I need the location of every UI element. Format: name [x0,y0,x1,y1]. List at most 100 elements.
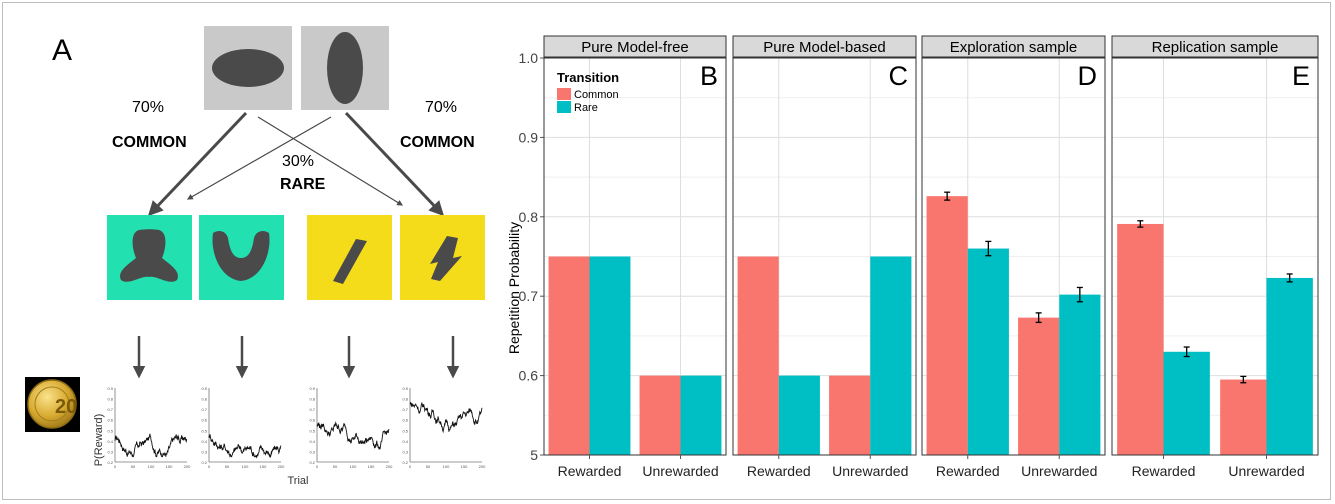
mini-x-tick: 200 [278,464,285,469]
y-axis-label: Repetition Probability [506,222,522,354]
common-arrow-left [147,111,248,217]
diamond-shape-icon [333,239,367,284]
panel-letter: B [700,61,718,91]
coin-ring [34,386,70,422]
x-tick-label: Unrewarded [1021,463,1097,479]
mini-y-tick: 0.7 [201,407,207,412]
u-shape-icon [212,230,270,281]
mini-y-tick: 0.7 [402,407,408,412]
y-tick-label: 1.0 [519,50,539,66]
bar-rare [1059,294,1101,455]
mini-x-tick: 50 [426,464,431,469]
facet-strip-label: Pure Model-free [581,39,689,56]
reward-random-walk-plots: 0.90.80.70.60.50.40.30.20 50 100 150 2000.90… [107,386,486,469]
legend-title: Transition [557,70,619,85]
mini-x-tick: 50 [225,464,230,469]
mini-y-tick: 0.3 [201,449,207,454]
mini-x-tick: 200 [386,464,393,469]
y-tick-label: 5 [530,447,538,463]
mini-x-tick: 150 [368,464,375,469]
mini-y-tick: 0.6 [107,418,113,423]
bar-rare [589,256,631,455]
x-tick-label: Unrewarded [832,463,908,479]
legend-swatch-common [557,88,571,100]
common-arrow-right [344,111,445,217]
mini-y-tick: 0.6 [309,418,315,423]
common-right-label: COMMON [400,134,475,151]
pct-left: 70% [132,99,164,116]
mini-y-tick: 0.4 [201,439,207,444]
mini-y-tick: 0.9 [201,386,207,391]
mini-y-tick: 0.6 [402,418,408,423]
mini-y-tick: 0.4 [402,439,408,444]
mini-x-tick: 150 [260,464,267,469]
facet-strip [543,35,727,58]
mini-x-tick: 200 [184,464,191,469]
mini-y-tick: 0.6 [201,418,207,423]
rare-label: RARE [280,176,326,193]
mini-x-tick: 100 [242,464,249,469]
panel-border [921,57,1106,456]
bar-chart: Repetition Probability 1.00.90.80.70.65 … [506,35,1319,479]
bar-common [548,256,590,455]
mini-y-tick: 0.9 [309,386,315,391]
mini-y-tick: 0.5 [402,428,408,433]
vertical-ellipse-icon [327,32,363,104]
mini-y-tick: 0.2 [402,460,408,465]
reward-walk-line [114,433,188,458]
bar-rare [1163,351,1210,455]
mini-y-tick: 0.8 [107,397,113,402]
x-tick-label: Rewarded [558,463,622,479]
rare-arrow-left [186,116,332,200]
bar-rare [778,375,820,455]
pct-right: 70% [425,99,457,116]
mini-y-tick: 0.7 [107,407,113,412]
lightning-shape-icon [430,236,462,281]
legend-label-common: Common [574,89,619,101]
legend: Transition Common Rare [557,70,619,114]
facet-strip [1111,35,1319,58]
mini-y-tick: 0.7 [309,407,315,412]
bar-rare [870,256,912,455]
x-tick-label: Rewarded [1132,463,1196,479]
panel-letter: D [1078,61,1098,91]
mini-y-tick: 0.8 [309,397,315,402]
mini-reward-plot: 0.9 0.8 0.7 0.6 0.5 0.4 0.3 0.20 50 100 150 200 [201,386,285,469]
panel-border [1111,57,1319,456]
x-tick-label: Rewarded [936,463,1000,479]
reward-walk-line [208,434,282,459]
facet-panel: Replication sample E Rewarded Unrewarded [1111,35,1319,479]
mini-y-tick: 0.2 [107,460,113,465]
reward-walk-line [316,421,390,450]
facet-panel: Pure Model-free B Rewarded Unrewarded [543,35,727,479]
mini-y-tick: 0.3 [402,449,408,454]
facet-strip-label: Replication sample [1152,39,1279,56]
facet-strip [921,35,1106,58]
bar-common [737,256,779,455]
bar-common [639,375,681,455]
legend-label-rare: Rare [574,102,598,114]
mini-x-tick: 200 [479,464,486,469]
reward-walk-line [409,401,483,434]
panel-letter: C [889,61,909,91]
bar-common [1117,223,1164,455]
mini-y-label: P(Reward) [93,414,105,467]
mini-x-tick: 100 [443,464,450,469]
y-tick-label: 0.8 [519,209,539,225]
stage2-green-box-2 [199,215,284,300]
mini-x-tick: 0 [114,464,117,469]
mini-y-tick: 0.5 [107,428,113,433]
rare-arrow-right [257,116,404,206]
mini-y-tick: 0.9 [402,386,408,391]
legend-swatch-rare [557,101,571,113]
mini-x-tick: 50 [333,464,338,469]
bar-common [1018,317,1060,455]
mini-y-tick: 0.4 [309,439,315,444]
facet-strip [732,35,917,58]
mini-y-tick: 0.8 [402,397,408,402]
bar-common [926,196,968,455]
